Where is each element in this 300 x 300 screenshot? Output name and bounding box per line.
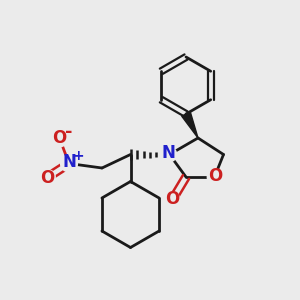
Text: O: O [208,167,223,185]
Circle shape [165,192,180,207]
Text: O: O [52,129,66,147]
Polygon shape [182,112,198,138]
Circle shape [61,155,77,172]
Circle shape [41,170,55,184]
Circle shape [53,132,67,147]
Text: O: O [165,190,179,208]
Circle shape [162,147,177,162]
Circle shape [207,170,222,184]
Text: N: N [62,153,76,171]
Text: N: N [161,144,175,162]
Text: O: O [40,169,55,187]
Text: -: - [65,123,72,141]
Text: +: + [72,149,84,163]
